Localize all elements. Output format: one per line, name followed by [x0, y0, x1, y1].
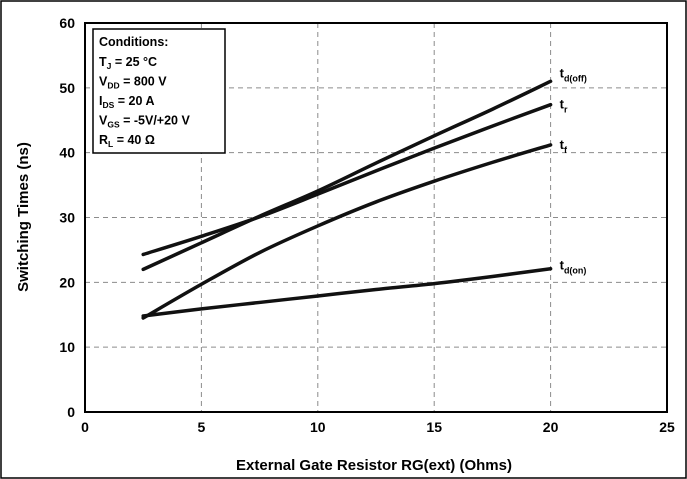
series-label-main: t	[560, 97, 565, 112]
y-tick-label: 30	[59, 210, 75, 226]
series-lines	[141, 79, 553, 320]
condition-subscript: L	[108, 139, 113, 149]
series-label-sub: f	[564, 145, 568, 155]
condition-symbol: R	[99, 133, 108, 147]
y-tick-label: 40	[59, 145, 75, 161]
condition-symbol: I	[99, 94, 102, 108]
plot-area-border	[84, 22, 668, 413]
condition-line: VGS = -5V/+20 V	[99, 114, 190, 130]
conditions-title: Conditions:	[99, 35, 168, 49]
condition-line: IDS = 20 A	[99, 94, 154, 110]
condition-line: TJ = 25 °C	[99, 55, 157, 71]
series-label-sub: d(off)	[564, 73, 587, 83]
series-label-sub: r	[564, 105, 568, 115]
x-tick-label: 5	[198, 419, 206, 435]
conditions-box-frame	[92, 28, 226, 154]
series-label-main: t	[560, 65, 565, 80]
series-label-t-r: tr	[560, 97, 568, 115]
series-label-main: t	[560, 258, 565, 273]
condition-symbol: V	[99, 114, 108, 128]
series-label-t-d-on: td(on)	[560, 258, 587, 276]
condition-symbol: T	[99, 55, 107, 69]
condition-subscript: GS	[107, 120, 120, 130]
condition-value: = -5V/+20 V	[120, 114, 191, 128]
condition-value: = 800 V	[120, 75, 168, 89]
series-label-main: t	[560, 137, 565, 152]
series-label-t-d-off: td(off)	[560, 65, 587, 83]
y-tick-label: 10	[59, 339, 75, 355]
y-tick-label: 0	[67, 404, 75, 420]
tick-labels: 0 5 10 15 20 25 0 10 20 30 40 50 60	[59, 15, 675, 435]
x-axis-title: External Gate Resistor RG(ext) (Ohms)	[236, 457, 512, 474]
y-tick-label: 50	[59, 80, 75, 96]
series-label-t-f: tf	[560, 137, 568, 155]
series-line-t-f	[141, 143, 553, 320]
condition-value: = 25 °C	[111, 55, 157, 69]
series-label-sub: d(on)	[564, 266, 587, 276]
condition-subscript: DD	[107, 81, 119, 91]
x-tick-label: 20	[543, 419, 559, 435]
grid	[85, 23, 667, 412]
x-tick-label: 0	[81, 419, 89, 435]
y-tick-label: 20	[59, 274, 75, 290]
series-line-t-d-on	[141, 266, 553, 318]
condition-subscript: DS	[102, 100, 114, 110]
x-tick-label: 10	[310, 419, 326, 435]
condition-subscript: J	[107, 61, 112, 71]
condition-line: VDD = 800 V	[99, 75, 167, 91]
condition-symbol: V	[99, 75, 108, 89]
condition-value: = 40 Ω	[113, 133, 155, 147]
x-tick-label: 15	[426, 419, 442, 435]
y-tick-label: 60	[59, 15, 75, 31]
condition-value: = 20 A	[114, 94, 154, 108]
y-axis-title: Switching Times (ns)	[15, 142, 32, 292]
x-tick-label: 25	[659, 419, 675, 435]
condition-line: RL = 40 Ω	[99, 133, 155, 149]
series-line-t-d-off	[141, 79, 553, 272]
series-line-t-r	[141, 102, 553, 257]
